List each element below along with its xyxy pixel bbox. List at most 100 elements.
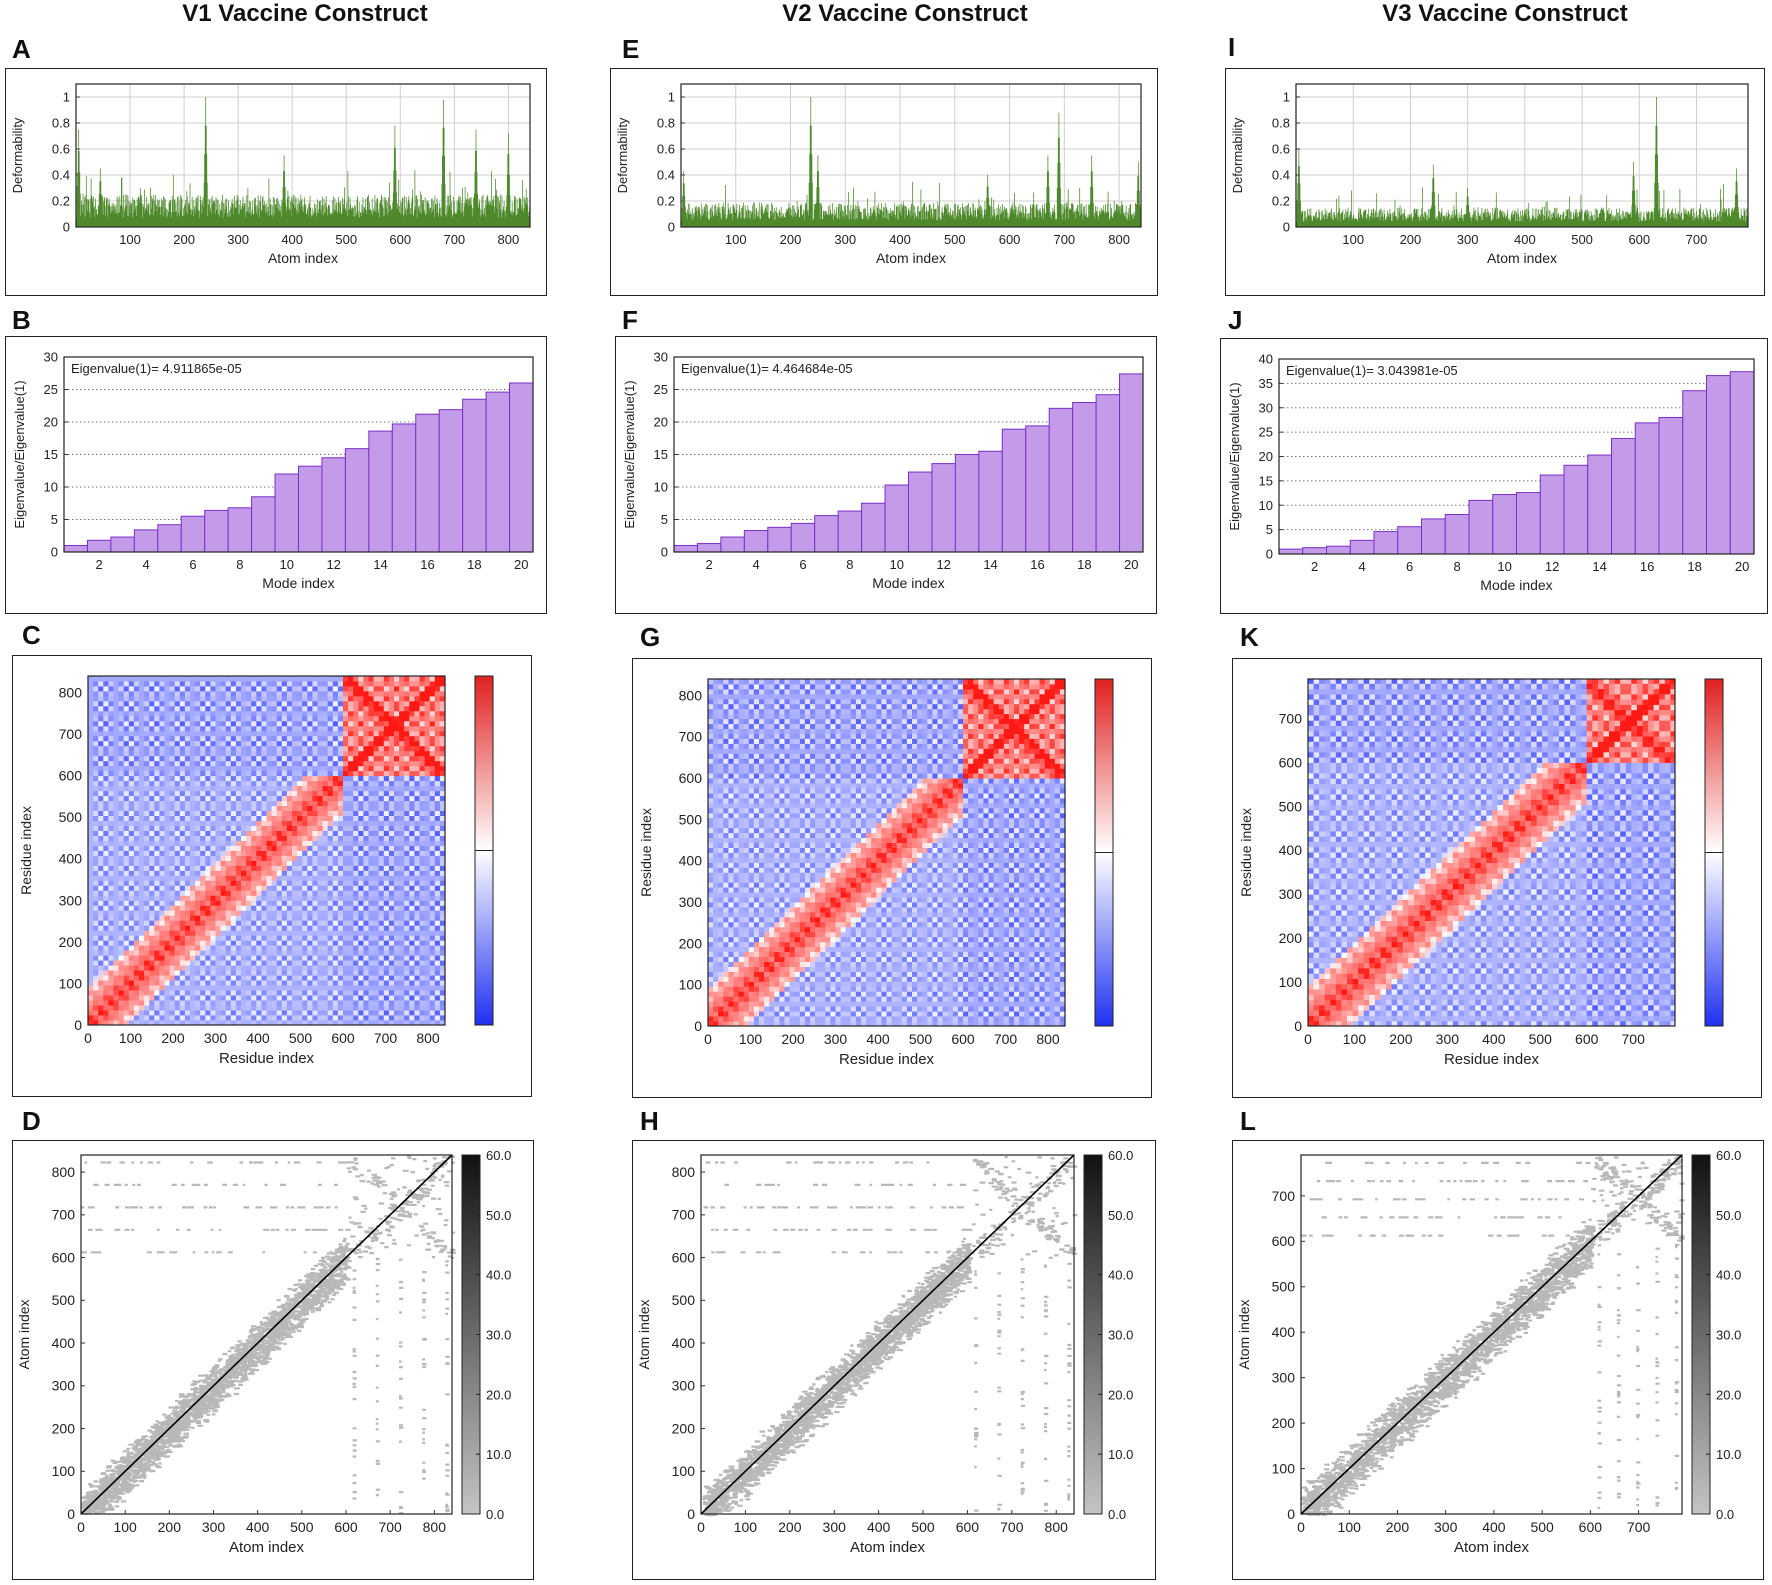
colorbar-tick-label: 30.0: [486, 1328, 511, 1343]
x-tick-label: 600: [334, 1519, 358, 1535]
y-tick-label: 10: [44, 480, 58, 495]
deformability-bars: [1296, 97, 1749, 227]
eigenvalue-bar-mode-14: [1587, 454, 1612, 555]
y-tick-label: 25: [654, 382, 668, 397]
y-tick-label: 300: [52, 1378, 76, 1394]
y-tick-label: 30: [1259, 400, 1273, 415]
x-tick-label: 200: [780, 232, 802, 247]
eigenvalue-bar-mode-13: [344, 448, 370, 553]
x-axis-label: Residue index: [839, 1051, 935, 1068]
x-tick-label: 500: [944, 232, 966, 247]
eigenvalue-bar-mode-7: [814, 515, 839, 553]
x-tick-label: 800: [423, 1519, 447, 1535]
x-tick-label: 200: [1400, 232, 1422, 247]
panel-c-covariance: 0 100 200 300 400 500 600 700 800 0 100 200 300 400 50…: [12, 655, 532, 1097]
plot-frame: [75, 83, 531, 228]
x-tick-label: 4: [1359, 559, 1366, 574]
x-tick-label: 20: [1124, 557, 1138, 572]
colorbar-tick-label: 20.0: [1108, 1387, 1133, 1402]
y-axis-label: Deformability: [1230, 117, 1245, 193]
eigenvalue-annotation: Eigenvalue(1)= 4.911865e-05: [71, 361, 242, 376]
x-tick-label: 700: [1686, 232, 1708, 247]
eigenvalue-bar-mode-15: [1611, 437, 1636, 555]
x-tick-label: 100: [725, 232, 747, 247]
y-tick-label: 400: [1279, 842, 1303, 858]
x-tick-label: 500: [1529, 1031, 1553, 1047]
eigenvalue-bar-mode-1: [1278, 548, 1304, 555]
x-tick-label: 200: [778, 1519, 802, 1535]
eigenvalue-bar-mode-4: [133, 529, 159, 553]
y-tick-label: 400: [672, 1335, 696, 1351]
panel-d-elastic-network: 0 100 200 300 400 500 600 700 800 0 100 200 300 400 50…: [12, 1140, 534, 1580]
x-tick-label: 700: [1053, 232, 1075, 247]
y-tick-label: 700: [59, 726, 83, 742]
y-tick-label: 40: [1259, 352, 1273, 367]
eigenvalue-bar-mode-7: [1421, 518, 1446, 555]
x-tick-label: 500: [1571, 232, 1593, 247]
x-tick-label: 600: [951, 1031, 975, 1047]
plot-frame: [1278, 358, 1755, 555]
x-tick-label: 600: [1575, 1031, 1599, 1047]
y-tick-label: 600: [1279, 754, 1303, 770]
panel-e-deformability: 100 200 300 400 500 600 700 800 0 0.2 0.4 0.6 0.8 1 At…: [610, 68, 1158, 296]
eigenvalue-bar-mode-11: [298, 465, 323, 553]
eigenvalue-bar-mode-3: [720, 536, 745, 553]
contact-points: [81, 1155, 456, 1515]
x-tick-label: 4: [142, 557, 149, 572]
x-axis-label: Mode index: [1480, 577, 1552, 593]
y-tick-label: 0.2: [52, 194, 70, 209]
x-tick-label: 4: [752, 557, 759, 572]
covariance-matrix: [88, 676, 446, 1026]
column-title-v1: V1 Vaccine Construct: [182, 0, 428, 27]
panel-l-elastic-network: 0 100 200 300 400 500 600 700 0 100 200 300 400 500 60…: [1232, 1140, 1764, 1580]
y-tick-label: 30: [44, 350, 58, 365]
eigenvalue-bar-mode-11: [1516, 492, 1541, 555]
y-axis-label: Eigenvalue/Eigenvalue(1): [622, 380, 637, 528]
y-tick-label: 600: [679, 770, 703, 786]
x-axis-label: Mode index: [262, 575, 334, 591]
x-tick-label: 700: [1622, 1031, 1646, 1047]
eigenvalue-bar-mode-12: [931, 463, 956, 553]
colorbar-tick-label: 50.0: [486, 1208, 511, 1223]
x-axis-label: Residue index: [219, 1050, 315, 1067]
x-tick-label: 10: [1497, 559, 1511, 574]
eigenvalue-bar-mode-18: [1682, 390, 1707, 555]
y-tick-label: 0: [74, 1017, 82, 1033]
y-tick-label: 500: [672, 1292, 696, 1308]
panel-letter-d: D: [22, 1106, 41, 1136]
y-tick-label: 0.2: [657, 194, 675, 209]
x-axis-label: Residue index: [1444, 1051, 1540, 1068]
eigenvalue-bar-mode-3: [110, 536, 135, 553]
eigenvalue-bar-mode-10: [274, 473, 299, 553]
plot-frame: [63, 356, 534, 553]
y-tick-label: 10: [654, 480, 668, 495]
eigenvalue-bar-mode-2: [86, 539, 112, 553]
eigenvalue-bar-mode-5: [157, 524, 182, 553]
x-tick-label: 18: [1687, 559, 1701, 574]
colorbar-tick-label: 0.0: [1716, 1507, 1734, 1522]
y-tick-label: 15: [44, 447, 58, 462]
y-axis-label: Eigenvalue/Eigenvalue(1): [12, 380, 27, 528]
y-tick-label: 0: [694, 1018, 702, 1034]
x-axis-label: Atom index: [850, 1539, 926, 1556]
panel-letter-g: G: [640, 622, 661, 652]
eigenvalue-bar-mode-14: [978, 450, 1003, 553]
y-tick-label: 100: [52, 1463, 76, 1479]
x-tick-label: 800: [1108, 232, 1130, 247]
y-tick-label: 15: [1259, 473, 1273, 488]
y-tick-label: 700: [1272, 1188, 1296, 1204]
y-axis-label: Atom index: [16, 1299, 32, 1369]
x-tick-label: 400: [1514, 232, 1536, 247]
y-tick-label: 0: [51, 545, 58, 560]
eigenvalue-bar-mode-19: [1706, 375, 1731, 555]
x-tick-label: 700: [374, 1030, 398, 1046]
plot-frame: [707, 678, 1066, 1027]
x-tick-label: 600: [1579, 1519, 1603, 1535]
x-tick-label: 100: [113, 1519, 137, 1535]
x-tick-label: 200: [161, 1030, 185, 1046]
y-tick-label: 300: [679, 894, 703, 910]
y-tick-label: 300: [1272, 1370, 1296, 1386]
x-tick-label: 300: [834, 232, 856, 247]
y-tick-label: 100: [679, 977, 703, 993]
y-axis-label: Residue index: [638, 808, 654, 897]
